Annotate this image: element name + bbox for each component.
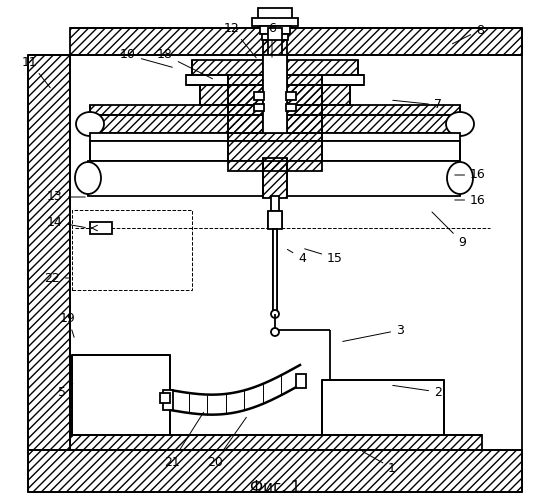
Bar: [90, 115, 460, 133]
Bar: [263, 55, 287, 133]
Bar: [287, 161, 460, 196]
Bar: [262, 34, 288, 40]
Bar: [72, 355, 170, 435]
Bar: [254, 92, 264, 100]
Bar: [268, 28, 282, 55]
Ellipse shape: [76, 112, 104, 136]
Bar: [88, 161, 263, 196]
Text: 11: 11: [22, 56, 50, 88]
Bar: [286, 104, 296, 111]
Bar: [186, 75, 364, 85]
Text: 2: 2: [393, 386, 442, 398]
Bar: [192, 60, 358, 75]
Bar: [28, 450, 522, 492]
Bar: [228, 133, 322, 171]
Bar: [260, 26, 290, 34]
Text: 21: 21: [164, 412, 204, 469]
Bar: [90, 105, 460, 115]
Bar: [28, 55, 70, 450]
Bar: [70, 435, 482, 450]
Bar: [163, 390, 173, 410]
Bar: [263, 40, 287, 55]
Text: 10: 10: [120, 48, 172, 68]
Bar: [70, 28, 522, 55]
Text: 1: 1: [362, 452, 396, 474]
Text: 22: 22: [44, 272, 69, 284]
Bar: [263, 158, 287, 198]
Text: 6: 6: [268, 22, 276, 57]
Text: 14: 14: [47, 216, 85, 228]
Text: 4: 4: [288, 250, 306, 264]
Text: 3: 3: [343, 324, 404, 342]
Text: 19: 19: [60, 312, 76, 338]
Text: 13: 13: [47, 190, 85, 203]
Bar: [268, 211, 282, 229]
Text: 16: 16: [455, 168, 486, 181]
Bar: [286, 92, 296, 100]
Ellipse shape: [75, 162, 101, 194]
Bar: [90, 133, 460, 141]
Bar: [296, 374, 306, 388]
Ellipse shape: [271, 328, 279, 336]
Bar: [228, 75, 322, 133]
Bar: [258, 8, 292, 28]
Text: 15: 15: [305, 249, 343, 264]
Ellipse shape: [446, 112, 474, 136]
Bar: [200, 85, 350, 105]
Text: Фиг. 1: Фиг. 1: [250, 480, 300, 494]
Bar: [271, 196, 279, 211]
Text: 12: 12: [224, 22, 256, 58]
Text: 5: 5: [58, 384, 73, 398]
Bar: [254, 104, 264, 111]
Text: 8: 8: [453, 24, 484, 44]
Bar: [90, 222, 112, 234]
Bar: [252, 18, 298, 26]
Bar: [160, 393, 170, 403]
Bar: [322, 380, 444, 435]
Bar: [72, 210, 192, 290]
Text: 7: 7: [393, 98, 442, 112]
Text: 16: 16: [455, 194, 486, 206]
Text: 9: 9: [432, 212, 466, 248]
Ellipse shape: [447, 162, 473, 194]
Bar: [273, 229, 277, 314]
Ellipse shape: [271, 310, 279, 318]
Bar: [90, 141, 460, 161]
Text: 20: 20: [207, 418, 246, 469]
Text: 18: 18: [157, 48, 212, 79]
